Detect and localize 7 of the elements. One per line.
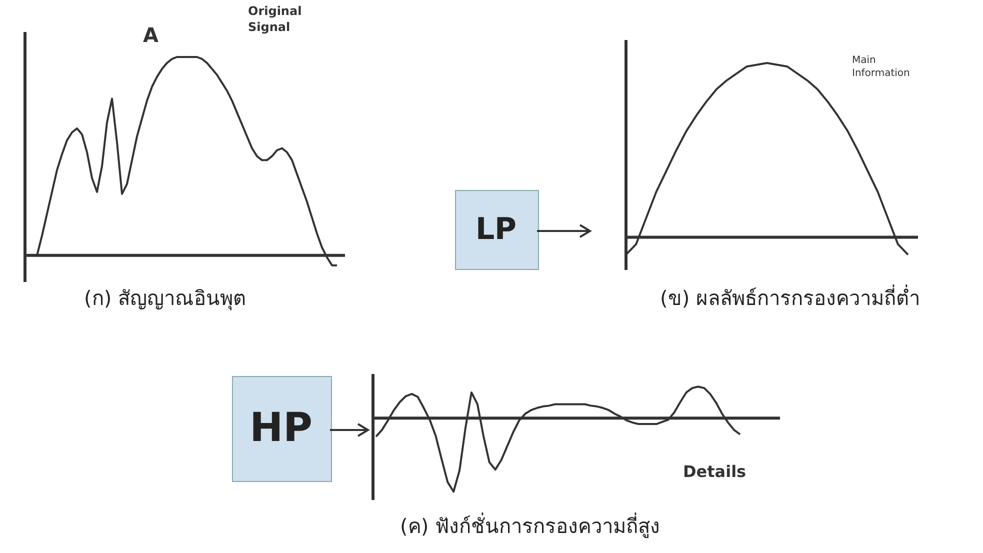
annotation: Details — [683, 462, 748, 483]
text: (ค) ฟังก์ชั่นการกรองความถี่สูง — [399, 512, 661, 540]
text: (ข) ผลลัพธ์การกรองความถี่ต่ำ — [659, 284, 921, 312]
text: A — [143, 22, 160, 48]
text: Original Signal — [248, 4, 303, 36]
text: (ก) สัญญาณอินพุต — [83, 285, 247, 312]
annotation: Main Information — [852, 54, 911, 80]
